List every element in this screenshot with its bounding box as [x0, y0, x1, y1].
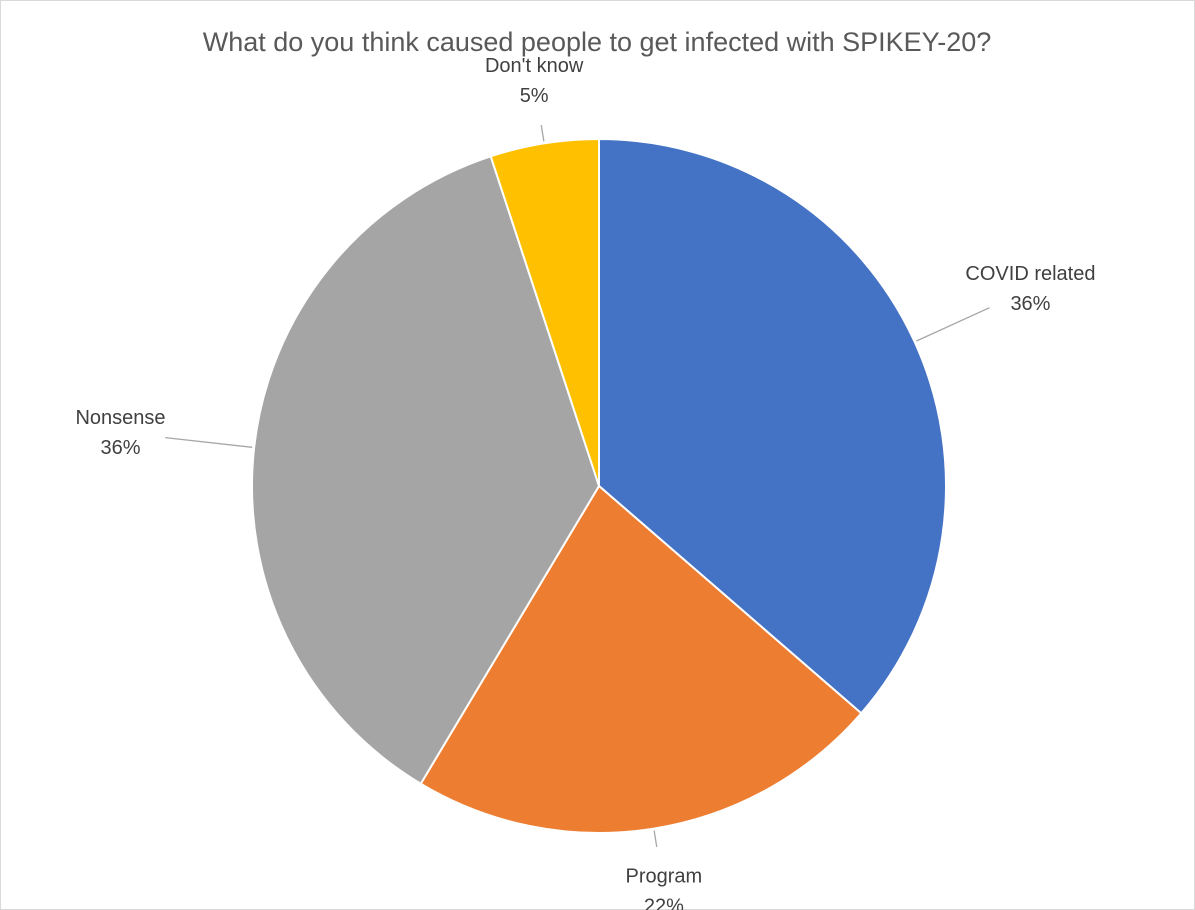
leader-line: [916, 307, 990, 342]
data-label-value: 5%: [520, 85, 549, 107]
chart-title: What do you think caused people to get i…: [203, 27, 992, 57]
data-label-value: 36%: [1010, 293, 1050, 315]
data-label-category: Program: [625, 866, 702, 888]
leader-line: [653, 830, 658, 847]
pie-slice: [489, 137, 600, 487]
leader-line: [540, 125, 545, 142]
pie-slice: [598, 137, 947, 715]
pie-slice: [419, 484, 863, 834]
data-label-category: COVID related: [965, 263, 1095, 285]
data-label-category: Nonsense: [75, 407, 165, 429]
data-label-category: Don't know: [485, 55, 584, 77]
pie-slice: [251, 155, 601, 786]
data-label-value: 36%: [100, 437, 140, 459]
leader-line: [165, 436, 253, 448]
data-label-value: 22%: [644, 896, 684, 910]
